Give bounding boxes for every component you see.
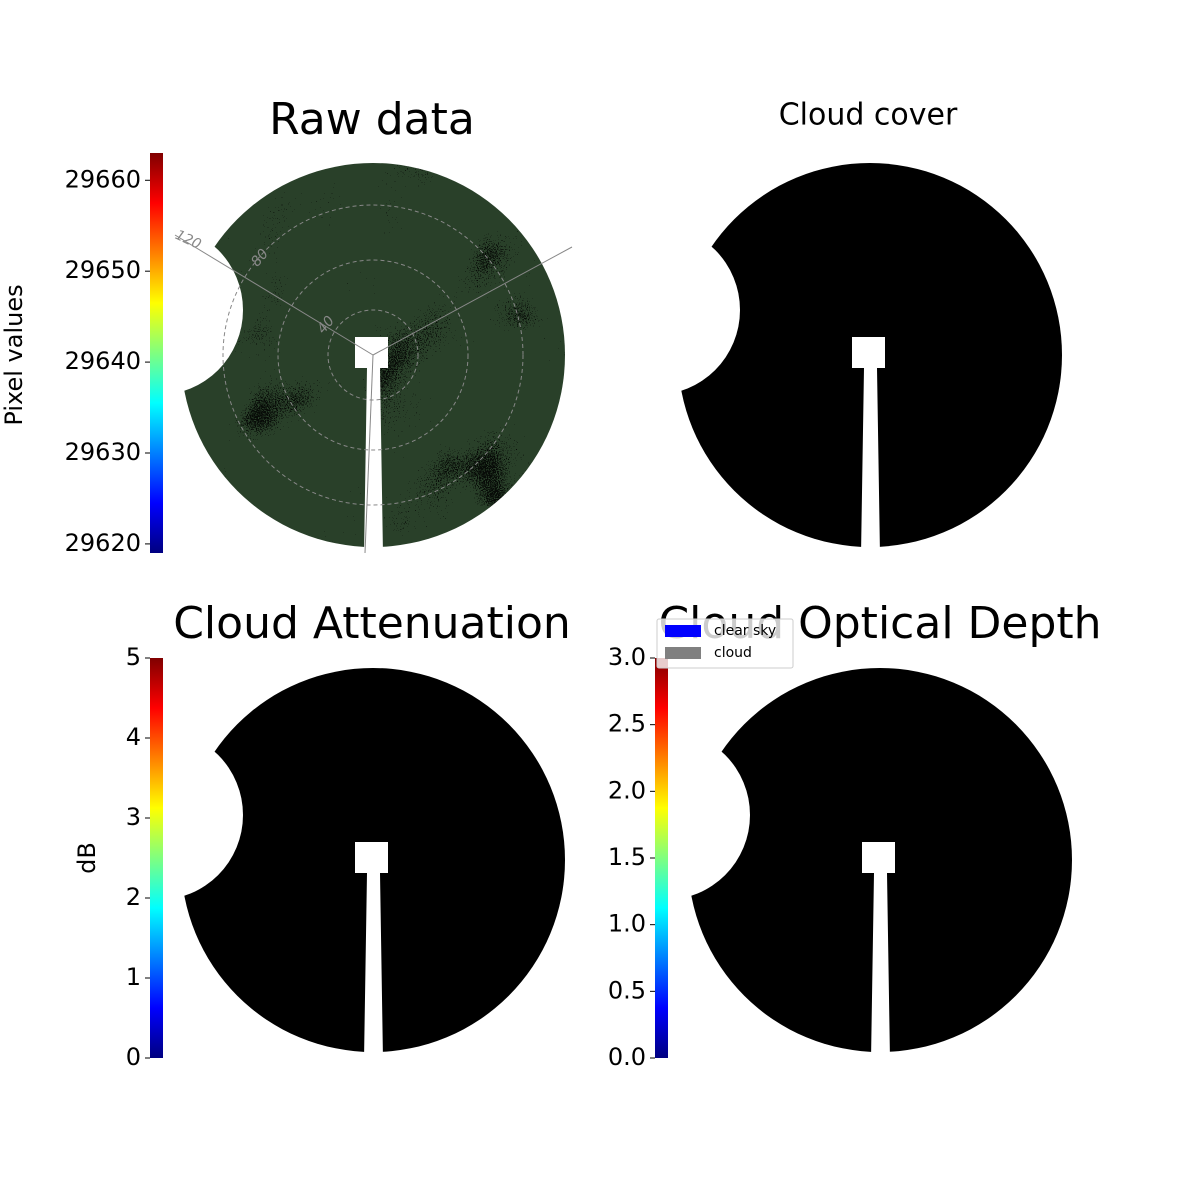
polar-axis xyxy=(174,234,374,356)
legend-label: clear sky xyxy=(714,623,776,639)
polar-circle xyxy=(222,204,524,506)
colorbar xyxy=(150,658,163,1058)
legend-label: cloud xyxy=(714,645,752,661)
polar-circle xyxy=(277,259,469,451)
sky-pixels xyxy=(670,155,1070,555)
legend-swatch xyxy=(665,647,701,659)
chart-title: Cloud cover xyxy=(779,98,958,133)
polar-axis xyxy=(372,246,573,356)
sky-image xyxy=(680,660,1080,1060)
colorbar-tick-label: 0.5 xyxy=(608,976,646,1004)
colorbar-tick-label: 29640 xyxy=(65,347,141,375)
colorbar-tick-label: 29660 xyxy=(65,165,141,193)
colorbar-tick-label: 3.0 xyxy=(608,643,646,671)
sky-speckle xyxy=(670,155,1070,555)
colorbar-label: dB xyxy=(73,842,101,874)
sky-speckle xyxy=(680,660,1080,1060)
legend: clear sky cloud xyxy=(656,618,794,669)
colorbar-tick-label: 2.5 xyxy=(608,710,646,738)
colorbar-tick-label: 29650 xyxy=(65,256,141,284)
colorbar-tick-label: 3 xyxy=(126,803,141,831)
colorbar-tick-label: 0 xyxy=(126,1043,141,1071)
sky-image xyxy=(670,155,1070,555)
colorbar-tick-label: 2.0 xyxy=(608,776,646,804)
colorbar-tick-label: 1 xyxy=(126,963,141,991)
polar-circle xyxy=(327,309,419,401)
legend-swatch xyxy=(665,625,701,637)
colorbar-tick-label: 1.5 xyxy=(608,843,646,871)
sky-pixels xyxy=(680,660,1080,1060)
colorbar-tick-label: 0.0 xyxy=(608,1043,646,1071)
colorbar-tick-label: 29630 xyxy=(65,438,141,466)
sky-pixels xyxy=(173,660,573,1060)
colorbar-label: Pixel values xyxy=(0,284,28,425)
colorbar-tick-label: 29620 xyxy=(65,529,141,557)
colorbar-tick-label: 4 xyxy=(126,723,141,751)
polar-grid xyxy=(174,204,573,554)
colorbar-tick-label: 5 xyxy=(126,643,141,671)
colorbar-tick-label: 2 xyxy=(126,883,141,911)
sky-image xyxy=(173,660,573,1060)
colorbar-tick-label: 1.0 xyxy=(608,910,646,938)
chart-title: Raw data xyxy=(269,94,475,145)
polar-axis xyxy=(364,354,374,554)
chart-title: Cloud Attenuation xyxy=(173,598,571,649)
sky-speckle xyxy=(173,660,573,1060)
colorbar xyxy=(150,153,163,553)
colorbar xyxy=(655,658,668,1058)
